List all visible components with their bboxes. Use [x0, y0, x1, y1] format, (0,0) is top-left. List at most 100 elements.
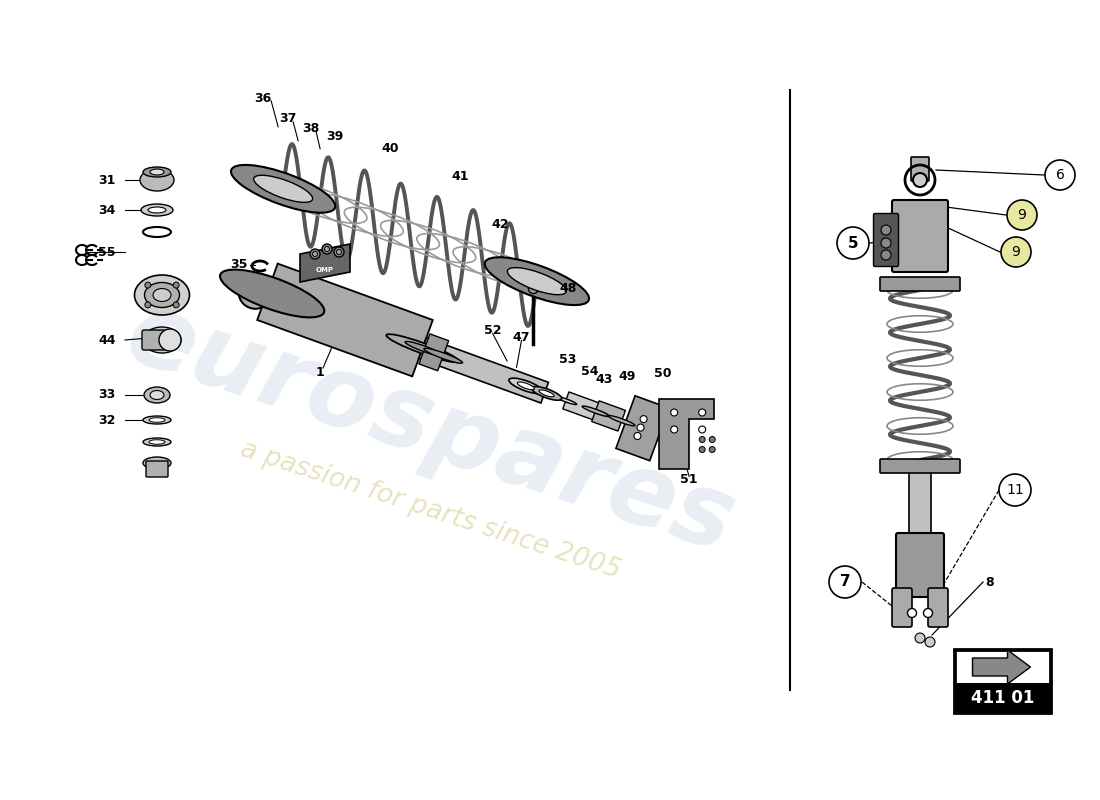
Text: 6: 6 — [1056, 168, 1065, 182]
Circle shape — [908, 609, 916, 618]
Polygon shape — [659, 399, 714, 470]
Ellipse shape — [582, 406, 608, 416]
Ellipse shape — [150, 169, 164, 175]
Circle shape — [334, 247, 344, 257]
Ellipse shape — [143, 327, 182, 353]
Text: 47: 47 — [513, 331, 530, 344]
Polygon shape — [419, 338, 549, 403]
Circle shape — [924, 609, 933, 618]
Circle shape — [637, 424, 644, 431]
Text: 1: 1 — [316, 366, 324, 378]
Ellipse shape — [254, 175, 312, 202]
Circle shape — [881, 238, 891, 248]
Ellipse shape — [409, 343, 436, 354]
FancyBboxPatch shape — [873, 214, 899, 266]
Ellipse shape — [160, 329, 182, 351]
Circle shape — [710, 446, 715, 453]
Ellipse shape — [134, 275, 189, 315]
Ellipse shape — [531, 386, 562, 400]
Text: 35: 35 — [231, 258, 248, 271]
FancyBboxPatch shape — [146, 461, 168, 477]
Circle shape — [634, 433, 641, 439]
Text: 53: 53 — [560, 353, 576, 366]
Ellipse shape — [220, 270, 324, 318]
FancyBboxPatch shape — [928, 588, 948, 627]
Text: 42: 42 — [492, 218, 508, 231]
Text: 11: 11 — [1006, 483, 1024, 497]
Text: 38: 38 — [302, 122, 320, 135]
Circle shape — [700, 446, 705, 453]
FancyBboxPatch shape — [892, 588, 912, 627]
Circle shape — [915, 633, 925, 643]
Ellipse shape — [507, 268, 566, 294]
Polygon shape — [616, 396, 669, 461]
Ellipse shape — [141, 204, 173, 216]
Text: 8: 8 — [986, 575, 994, 589]
Polygon shape — [257, 263, 432, 377]
Circle shape — [710, 437, 715, 442]
Text: 44: 44 — [98, 334, 116, 346]
Text: a passion for parts since 2005: a passion for parts since 2005 — [236, 436, 624, 584]
Circle shape — [145, 302, 151, 308]
Circle shape — [698, 426, 706, 433]
FancyBboxPatch shape — [880, 277, 960, 291]
Circle shape — [145, 282, 151, 288]
Circle shape — [881, 250, 891, 260]
Ellipse shape — [148, 418, 165, 422]
FancyBboxPatch shape — [911, 157, 930, 181]
Text: 48: 48 — [560, 282, 578, 295]
Polygon shape — [300, 244, 350, 282]
Ellipse shape — [148, 440, 165, 444]
Ellipse shape — [231, 165, 336, 213]
Bar — [955, 650, 1050, 684]
Circle shape — [310, 249, 320, 259]
Ellipse shape — [144, 387, 170, 403]
Text: 7: 7 — [839, 574, 850, 590]
FancyBboxPatch shape — [142, 330, 166, 350]
Bar — [954, 649, 1050, 713]
Ellipse shape — [143, 438, 170, 446]
Circle shape — [528, 283, 538, 294]
Ellipse shape — [587, 408, 609, 417]
Text: 9: 9 — [1018, 208, 1026, 222]
Text: OMP: OMP — [316, 267, 334, 273]
Ellipse shape — [485, 258, 588, 305]
Ellipse shape — [239, 274, 273, 309]
FancyBboxPatch shape — [892, 200, 948, 272]
Circle shape — [322, 244, 332, 254]
Ellipse shape — [148, 207, 166, 213]
Ellipse shape — [150, 390, 164, 399]
FancyBboxPatch shape — [880, 459, 960, 473]
Text: 31: 31 — [98, 174, 116, 186]
Circle shape — [925, 637, 935, 647]
Polygon shape — [563, 392, 602, 421]
Ellipse shape — [140, 169, 174, 191]
Circle shape — [312, 251, 318, 257]
Circle shape — [829, 566, 861, 598]
Circle shape — [999, 474, 1031, 506]
Circle shape — [837, 227, 869, 259]
Circle shape — [173, 282, 179, 288]
Ellipse shape — [386, 334, 459, 362]
Circle shape — [1006, 200, 1037, 230]
Ellipse shape — [143, 167, 170, 177]
Circle shape — [671, 409, 678, 416]
Polygon shape — [972, 650, 1031, 684]
Circle shape — [700, 437, 705, 442]
Circle shape — [324, 246, 330, 251]
Ellipse shape — [509, 378, 543, 394]
Ellipse shape — [231, 278, 304, 306]
Text: 55: 55 — [98, 246, 116, 258]
Text: 52: 52 — [484, 324, 502, 337]
Ellipse shape — [913, 173, 927, 187]
Text: 411 01: 411 01 — [971, 689, 1034, 707]
Text: eurospares: eurospares — [114, 286, 746, 574]
Circle shape — [881, 225, 891, 235]
Text: 36: 36 — [254, 92, 272, 106]
Circle shape — [1001, 237, 1031, 267]
Text: 41: 41 — [451, 170, 469, 183]
FancyBboxPatch shape — [909, 471, 931, 536]
Circle shape — [173, 302, 179, 308]
Bar — [955, 684, 1050, 712]
Ellipse shape — [517, 382, 535, 390]
